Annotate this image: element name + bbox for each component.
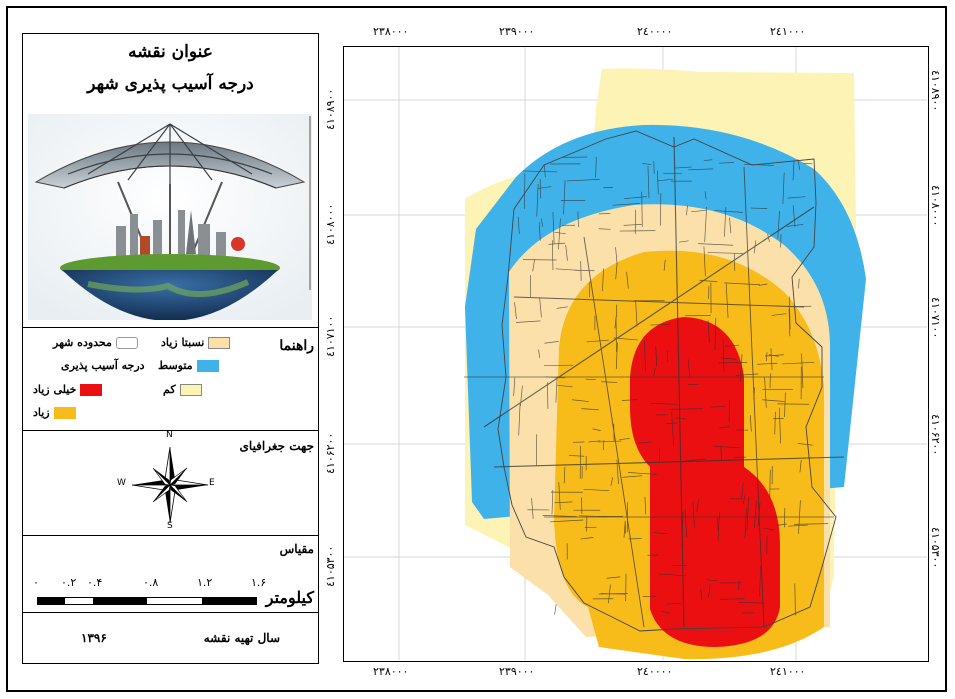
- y-tick-label: ٤۱۰۸۹۰۰: [324, 88, 337, 130]
- x-tick-label: ۲۳۸۰۰۰: [373, 25, 409, 38]
- x-tick-label: ۲۳۸۰۰۰: [373, 665, 409, 678]
- year-value: ۱۳۹۶: [81, 631, 107, 645]
- x-tick-label: ۲٤۱۰۰۰: [770, 25, 806, 38]
- legend-heading: راهنما: [279, 338, 314, 354]
- y-tick-label: ٤۱۰۵۳۰۰: [929, 527, 942, 569]
- scale-label: ۰.۴: [87, 576, 103, 589]
- title-section: عنوان نقشه درجه آسیب پذیری شهر: [23, 34, 318, 328]
- scale-bar: [37, 597, 257, 605]
- scale-label: ۱.۶: [251, 576, 267, 589]
- y-tick-label: ٤۱۰۶۲۰۰: [324, 432, 337, 474]
- compass-n-label: N: [166, 430, 173, 440]
- y-tick-label: ٤۱۰۵۳۰۰: [324, 545, 337, 587]
- y-tick-label: ٤۱۰۷۱۰۰: [324, 315, 337, 357]
- x-tick-label: ۲٤۰۰۰۰: [637, 25, 673, 38]
- scale-unit: کیلومتر: [265, 588, 314, 607]
- legend-item-relatively-high: نسبتا زیاد: [161, 336, 231, 349]
- x-tick-label: ۲٤۰۰۰۰: [637, 665, 673, 678]
- swatch-medium: [196, 359, 219, 372]
- legend-item-medium: متوسط: [158, 359, 219, 372]
- map-title-heading: عنوان نقشه: [128, 42, 213, 62]
- scale-label: ۱.۲: [197, 576, 213, 589]
- scale-label: ۰.۸: [143, 576, 159, 589]
- map-frame-border: [6, 6, 947, 692]
- legend-panel: عنوان نقشه درجه آسیب پذیری شهر: [22, 33, 319, 664]
- year-label: سال تهیه نقشه: [203, 631, 280, 645]
- legend-vulnerability-label: درجه آسیب پذیری: [61, 359, 145, 372]
- x-tick-label: ۲٤۱۰۰۰: [770, 665, 806, 678]
- swatch-very-high: [80, 383, 103, 396]
- y-tick-label: ٤۱۰۸۰۰۰: [324, 203, 337, 245]
- legend-item-low: کم: [163, 383, 202, 396]
- legend-section: راهنما نسبتا زیاد محدوده شهر متوسط درجه …: [23, 328, 318, 431]
- legend-item-very-high: خیلی زیاد: [33, 383, 103, 396]
- legend-item-city-boundary: محدوده شهر: [53, 336, 138, 349]
- swatch-city-boundary: [115, 336, 138, 349]
- compass-s-label: S: [167, 521, 173, 531]
- legend-item-high: زیاد: [33, 406, 76, 419]
- scale-label: ۰.۲: [61, 576, 77, 589]
- street-network: [464, 136, 845, 628]
- scale-section: مقیاس ۰ ۰.۲ ۰.۴ ۰.۸ ۱.۲ ۱.۶ کیلومتر: [23, 536, 318, 613]
- city-boundary: [497, 130, 837, 632]
- x-tick-label: ۲۳۹۰۰۰: [499, 665, 535, 678]
- scale-label: ۰: [33, 576, 39, 589]
- compass-e-label: E: [209, 478, 215, 488]
- swatch-relatively-high: [208, 336, 231, 349]
- year-section: سال تهیه نقشه ۱۳۹۶: [23, 613, 318, 665]
- y-tick-label: ٤۱۰۸۹۰۰: [929, 70, 942, 112]
- y-tick-label: ٤۱۰۸۰۰۰: [929, 185, 942, 227]
- y-tick-label: ٤۱۰۷۱۰۰: [929, 297, 942, 339]
- zone-very-high: [630, 317, 780, 647]
- city-globe-illustration: [28, 114, 312, 320]
- swatch-high: [53, 406, 76, 419]
- map-view[interactable]: ۲۳۸۰۰۰ ۲۳۹۰۰۰ ۲٤۰۰۰۰ ۲٤۱۰۰۰ ۲۳۸۰۰۰ ۲۳۹۰۰۰ ۲٤۰…: [324, 25, 942, 678]
- compass-rose-icon: [131, 446, 209, 524]
- map-title: درجه آسیب پذیری شهر: [87, 74, 254, 94]
- compass-w-label: W: [117, 478, 126, 488]
- vulnerability-map: [344, 47, 927, 660]
- x-tick-label: ۲۳۹۰۰۰: [499, 25, 535, 38]
- north-arrow-section: جهت جغرافیای N S E W: [23, 430, 318, 536]
- north-heading: جهت جغرافیای: [239, 439, 314, 453]
- y-tick-label: ٤۱۰۶۲۰۰: [929, 414, 942, 456]
- scale-heading: مقیاس: [279, 542, 314, 556]
- swatch-low: [179, 383, 202, 396]
